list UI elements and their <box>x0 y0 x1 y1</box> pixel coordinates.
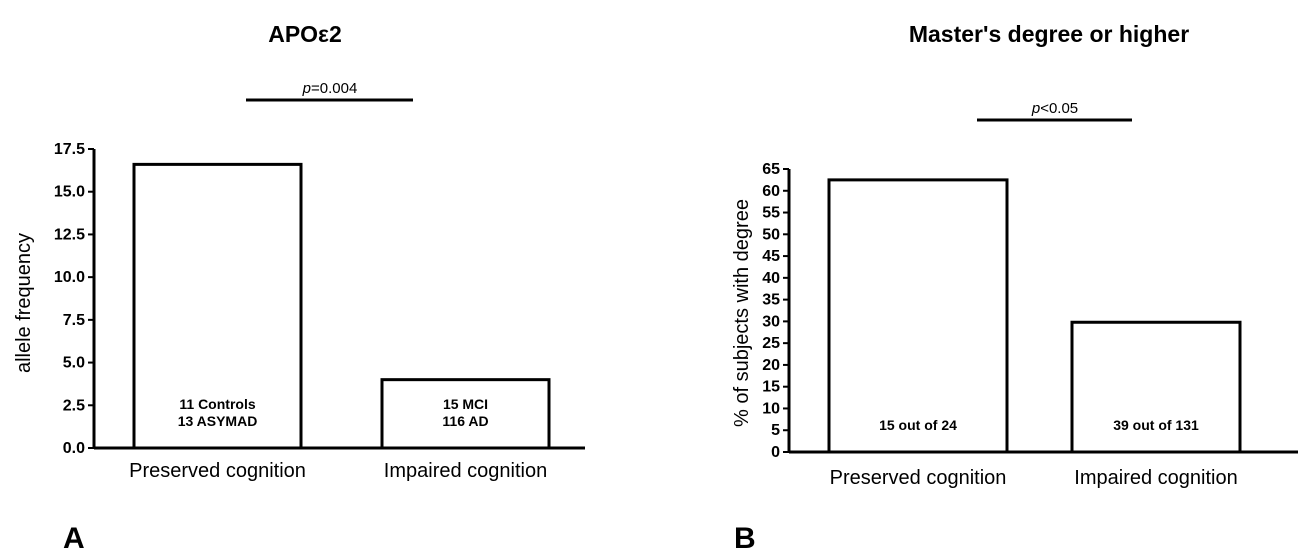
chart-a-y-tick-label: 12.5 <box>54 226 85 243</box>
chart-b-y-tick-label: 60 <box>762 183 780 200</box>
chart-a-category-label: Preserved cognition <box>129 460 306 482</box>
chart-b-p-symbol: p <box>1031 100 1040 117</box>
chart-a-p-value: =0.004 <box>311 80 357 97</box>
chart-a-y-tick-label: 10.0 <box>54 269 85 286</box>
chart-b-p-value: <0.05 <box>1040 100 1078 117</box>
chart-a-bar <box>380 378 551 450</box>
chart-b-y-tick-label: 50 <box>762 226 780 243</box>
chart-b-bar-annotation: 39 out of 131 <box>1113 417 1199 433</box>
chart-b-bar-annotation: 15 out of 24 <box>879 417 957 433</box>
chart-a-y-tick-label: 15.0 <box>54 184 85 201</box>
chart-a-y-axis-label: allele frequency <box>13 233 35 373</box>
chart-a-bar-annotation: 13 ASYMAD <box>178 413 258 429</box>
chart-b-y-tick-label: 0 <box>771 444 780 461</box>
chart-a-y-tick-label: 7.5 <box>63 312 85 329</box>
chart-a-bar-annotation: 116 AD <box>442 413 488 429</box>
chart-a-bar <box>132 162 303 450</box>
chart-b-y-axis-label: % of subjects with degree <box>731 199 753 427</box>
chart-b-panel-label: B <box>734 522 756 554</box>
chart-b-marks: 0 5 10 15 20 25 30 35 40 45 50 55 60 65 Preserved cogn… <box>762 100 1298 489</box>
chart-b-bar <box>827 178 1009 454</box>
chart-b-y-tick-label: 40 <box>762 270 780 287</box>
chart-b-y-tick-label: 30 <box>762 313 780 330</box>
chart-b-category-label: Preserved cognition <box>830 467 1007 489</box>
chart-a-panel-label: A <box>63 522 85 554</box>
chart-b-category-label: Impaired cognition <box>1074 467 1237 489</box>
chart-a-y-tick-label: 2.5 <box>63 397 85 414</box>
chart-b: Master's degree or higher % of subjects … <box>731 21 1298 554</box>
chart-a-bar-annotation: 11 Controls <box>179 396 255 412</box>
chart-b-y-tick-label: 35 <box>762 292 780 309</box>
chart-a-category-label: Impaired cognition <box>384 460 547 482</box>
chart-a-y-tick-label: 17.5 <box>54 141 85 158</box>
chart-b-y-tick-label: 10 <box>762 400 780 417</box>
chart-b-title: Master's degree or higher <box>909 21 1189 47</box>
chart-b-significance-label: p<0.05 <box>1031 100 1078 117</box>
chart-b-y-tick-label: 65 <box>762 161 780 178</box>
chart-a-bar-annotation: 15 MCI <box>443 396 488 412</box>
chart-b-y-tick-label: 55 <box>762 205 780 222</box>
chart-b-y-tick-label: 45 <box>762 248 780 265</box>
chart-a: APOε2 allele frequency A 0.0 2.5 5.0 7.5 10.… <box>13 21 585 554</box>
chart-a-significance-label: p=0.004 <box>302 80 358 97</box>
chart-a-y-tick-label: 5.0 <box>63 355 85 372</box>
chart-a-p-symbol: p <box>302 80 311 97</box>
chart-a-y-tick-label: 0.0 <box>63 440 85 457</box>
chart-b-bar <box>1070 320 1242 454</box>
chart-b-y-tick-label: 20 <box>762 357 780 374</box>
chart-a-marks: 0.0 2.5 5.0 7.5 10.0 12.5 15.0 17.5 Preserved co… <box>54 80 585 482</box>
chart-b-y-tick-label: 25 <box>762 335 780 352</box>
chart-b-y-tick-label: 15 <box>762 379 780 396</box>
chart-b-y-tick-label: 5 <box>771 422 780 439</box>
chart-a-title: APOε2 <box>268 21 342 47</box>
